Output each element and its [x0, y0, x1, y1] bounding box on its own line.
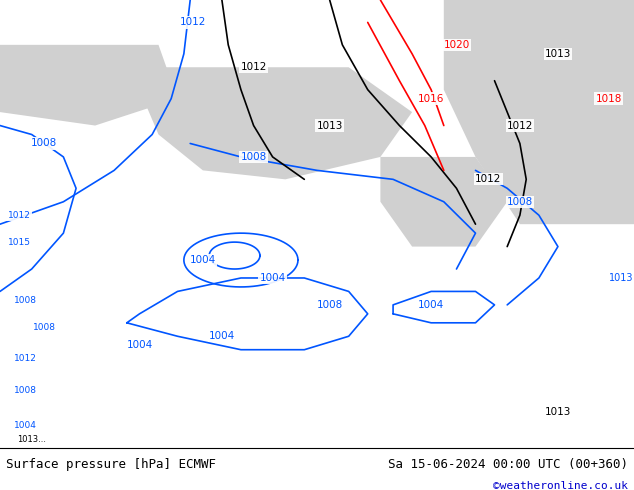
- Text: 1008: 1008: [14, 296, 37, 305]
- Text: 1004: 1004: [14, 421, 37, 430]
- Text: 1004: 1004: [190, 255, 216, 265]
- Text: 1015: 1015: [8, 238, 30, 246]
- Text: 1008: 1008: [316, 300, 343, 310]
- Text: 1013: 1013: [545, 49, 571, 59]
- Text: 1008: 1008: [240, 152, 267, 162]
- Polygon shape: [380, 157, 507, 246]
- Text: 1012: 1012: [507, 121, 533, 130]
- Text: 1018: 1018: [595, 94, 622, 104]
- Text: 1008: 1008: [31, 139, 58, 148]
- Text: 1008: 1008: [33, 323, 56, 332]
- Text: 1013: 1013: [545, 408, 571, 417]
- Text: 1012: 1012: [14, 354, 37, 363]
- Text: 1008: 1008: [507, 197, 533, 207]
- Text: 1004: 1004: [418, 300, 444, 310]
- Text: 1012: 1012: [180, 18, 207, 27]
- Text: 1008: 1008: [14, 386, 37, 394]
- Text: 1020: 1020: [443, 40, 470, 50]
- Text: 1012: 1012: [475, 174, 501, 184]
- Text: 1012: 1012: [240, 62, 267, 72]
- Polygon shape: [444, 0, 634, 224]
- Polygon shape: [139, 67, 412, 179]
- Polygon shape: [0, 45, 178, 125]
- Text: 1013: 1013: [316, 121, 343, 130]
- Text: ©weatheronline.co.uk: ©weatheronline.co.uk: [493, 481, 628, 490]
- Text: Sa 15-06-2024 00:00 UTC (00+360): Sa 15-06-2024 00:00 UTC (00+360): [387, 458, 628, 471]
- Text: 1012: 1012: [8, 211, 30, 220]
- Text: 1004: 1004: [209, 331, 235, 341]
- Text: 1004: 1004: [126, 340, 153, 350]
- Text: 1016: 1016: [418, 94, 444, 104]
- Text: 1013...: 1013...: [17, 435, 46, 444]
- Text: 1013: 1013: [609, 273, 633, 283]
- Text: Surface pressure [hPa] ECMWF: Surface pressure [hPa] ECMWF: [6, 458, 216, 471]
- Text: 1004: 1004: [259, 273, 286, 283]
